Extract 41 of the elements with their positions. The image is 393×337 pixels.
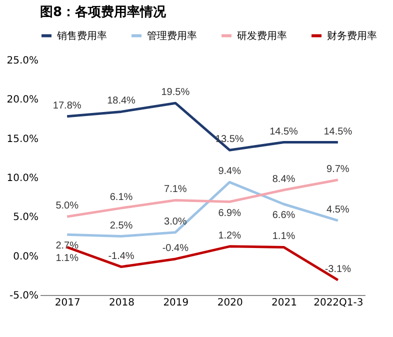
data-label: 9.4% <box>218 166 242 178</box>
data-label: -1.4% <box>108 250 134 262</box>
x-tick-label: 2019 <box>163 298 189 308</box>
x-tick-label: 2022Q1-3 <box>314 298 364 308</box>
data-label: 14.5% <box>324 126 352 138</box>
y-tick-label: 5.0% <box>13 212 38 224</box>
data-label: 6.6% <box>272 210 296 222</box>
y-tick-label: 20.0% <box>6 94 38 106</box>
y-tick-label: 15.0% <box>6 134 38 145</box>
legend-label: 管理费用率 <box>147 30 197 42</box>
y-tick-label: -5.0% <box>9 290 38 302</box>
data-label: 6.1% <box>110 192 133 204</box>
x-tick-label: 2021 <box>272 298 297 308</box>
data-label: -3.1% <box>324 264 352 276</box>
data-label: 18.4% <box>107 96 136 107</box>
data-label: 2.7% <box>56 240 79 252</box>
data-label: 8.4% <box>272 174 296 186</box>
data-label: -0.4% <box>162 242 189 254</box>
x-tick-label: 2017 <box>54 298 80 308</box>
legend-label: 销售费用率 <box>56 30 107 42</box>
data-label: 1.1% <box>272 231 296 242</box>
data-label: 5.0% <box>56 200 79 212</box>
data-label: 14.5% <box>270 126 298 138</box>
legend-label: 财务费用率 <box>327 30 377 42</box>
data-label: 1.2% <box>218 230 242 242</box>
x-tick-label: 2020 <box>217 298 243 308</box>
data-label: 2.5% <box>110 220 133 232</box>
data-label: 19.5% <box>161 87 190 98</box>
x-tick-label: 2018 <box>109 298 134 308</box>
data-label: 1.1% <box>56 253 79 264</box>
y-tick-label: 0.0% <box>13 251 38 262</box>
data-label: 3.0% <box>164 216 187 228</box>
legend-label: 研发费用率 <box>237 30 287 42</box>
data-label: 17.8% <box>52 100 82 112</box>
data-label: 4.5% <box>326 204 350 216</box>
y-tick-label: 25.0% <box>6 56 38 66</box>
y-tick-label: 10.0% <box>6 173 38 184</box>
chart-title: 图8：各项费用率情况 <box>40 4 168 20</box>
data-label: 9.7% <box>326 164 350 175</box>
data-label: 7.1% <box>164 184 187 196</box>
data-label: 6.9% <box>218 208 242 219</box>
